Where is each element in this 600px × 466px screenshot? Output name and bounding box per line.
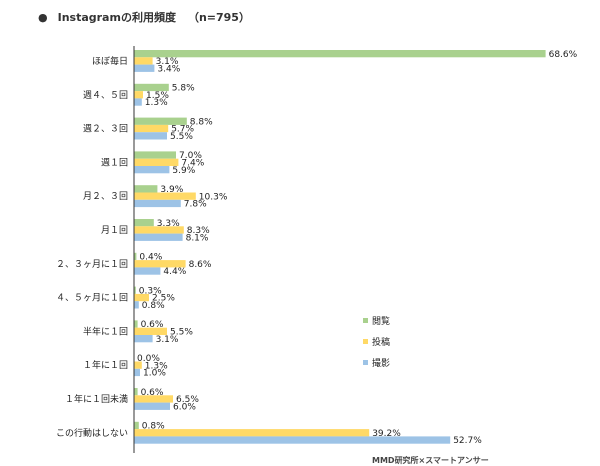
bar-post [134,395,173,403]
bar-post [134,192,196,200]
data-label: 3.1% [156,335,179,345]
category-label: １年に１回 [83,359,128,371]
bar-shoot [134,64,155,72]
category-label: この行動はしない [56,427,128,439]
data-label: 0.8% [142,301,165,311]
bar-shoot [134,335,153,343]
bar-view [134,83,169,92]
bar-view [134,50,546,58]
data-label: 5.7% [171,125,194,135]
category-label: １年に１回未満 [65,393,128,405]
bar-shoot [134,233,183,241]
data-label: 3.9% [160,185,183,195]
legend-swatch [363,339,368,344]
bar-view [134,185,158,193]
data-label: 7.8% [184,200,207,210]
chart-title-row: ● Instagramの利用頻度 （n=795） [38,9,250,25]
bar-post [134,429,370,437]
category-label: 週１回 [101,157,128,168]
data-label: 2.5% [152,294,175,304]
bar-shoot [134,368,140,377]
bar-shoot [134,436,451,444]
data-label: 7.0% [179,151,202,161]
bar-post [134,293,149,302]
title-bullet-icon: ● [38,11,48,24]
category-label: ほぼ毎日 [92,55,128,67]
data-label: 1.3% [145,361,168,371]
bar-view [134,421,139,430]
bar-shoot [134,132,167,140]
bar-view [134,151,176,159]
bar-shoot [134,199,181,208]
bar-shoot [134,98,142,106]
data-label: 1.3% [145,98,168,108]
data-label: 6.0% [173,402,196,412]
category-label: ４、５ヶ月に１回 [56,293,128,304]
data-label: 0.0% [137,354,160,364]
bar-view [134,252,137,261]
data-label: 10.3% [199,192,228,202]
bar-view [134,286,136,294]
bar-view [134,388,138,396]
category-label: 半年に１回 [83,325,128,337]
bar-post [134,226,184,234]
bar-post [134,361,142,369]
data-label: 3.1% [156,57,179,67]
sample-size: （n=795） [187,11,250,24]
data-label: 0.8% [142,422,165,432]
legend-swatch [363,318,368,323]
data-label: 0.3% [139,286,162,296]
data-label: 0.6% [141,320,164,330]
legend-swatch [363,360,368,365]
chart-title: Instagramの利用頻度 [57,11,176,24]
bar-post [134,57,153,65]
data-label: 0.6% [141,388,164,398]
legend-label: 投稿 [372,336,390,348]
data-label: 3.3% [157,219,180,229]
data-label: 52.7% [453,436,482,446]
bar-view [134,219,154,227]
bar-shoot [134,267,161,275]
data-label: 8.8% [190,117,213,127]
data-label: 39.2% [372,429,401,439]
bar-shoot [134,166,170,174]
data-label: 4.4% [163,267,186,277]
data-label: 7.4% [181,159,204,169]
data-label: 5.5% [170,328,193,338]
category-label: 週２、３回 [83,124,128,135]
bar-view [134,320,138,328]
category-label: ２、３ヶ月に１回 [56,259,128,270]
bar-shoot [134,402,170,410]
legend-label: 撮影 [372,357,390,369]
data-label: 6.5% [176,395,199,405]
bar-post [134,158,179,166]
bar-post [134,260,186,268]
category-label: 週４、５回 [83,90,128,101]
data-label: 8.1% [186,233,209,243]
bar-view [134,117,187,125]
category-label: 月１回 [101,225,128,236]
bar-post [134,327,167,335]
bar-shoot [134,301,139,309]
legend-label: 閲覧 [372,315,390,327]
data-label: 5.8% [172,84,195,94]
data-label: 68.6% [549,50,578,60]
source-credit: MMD研究所×スマートアンサー [372,456,489,465]
data-label: 3.4% [157,64,180,74]
data-label: 1.5% [146,91,169,101]
bar-post [134,91,143,99]
data-label: 5.9% [172,166,195,176]
category-label: 月２、３回 [83,191,128,202]
data-label: 1.0% [143,369,166,379]
data-label: 8.6% [189,260,212,270]
data-label: 8.3% [187,226,210,236]
data-label: 0.4% [139,253,162,263]
data-label: 5.5% [170,132,193,142]
bar-post [134,124,169,133]
